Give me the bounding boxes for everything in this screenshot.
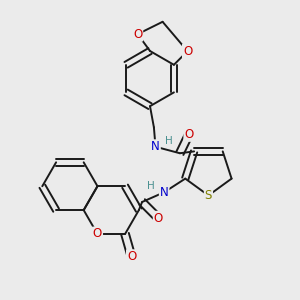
Text: O: O xyxy=(154,212,163,225)
Text: O: O xyxy=(93,227,102,241)
Text: H: H xyxy=(147,182,155,191)
Text: O: O xyxy=(127,250,136,263)
Text: N: N xyxy=(160,186,169,199)
Text: H: H xyxy=(165,136,173,146)
Text: O: O xyxy=(184,128,194,141)
Text: O: O xyxy=(183,45,192,58)
Text: O: O xyxy=(133,28,142,40)
Text: N: N xyxy=(151,140,160,153)
Text: S: S xyxy=(205,189,212,202)
